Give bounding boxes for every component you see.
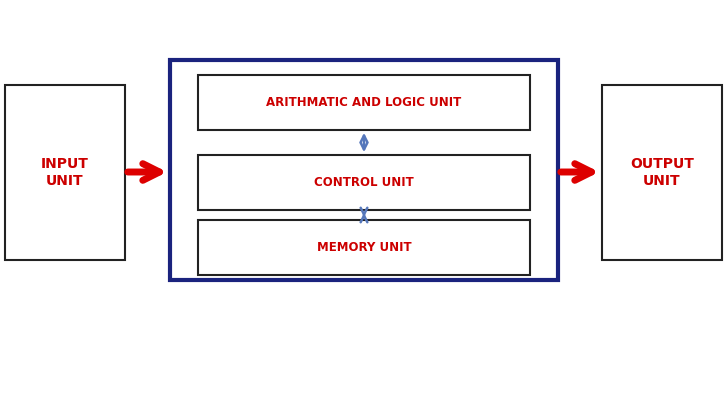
Bar — [198, 155, 530, 210]
Text: INPUT
UNIT: INPUT UNIT — [41, 157, 89, 188]
Bar — [602, 85, 722, 260]
Bar — [198, 75, 530, 130]
Bar — [5, 85, 125, 260]
Text: MEMORY UNIT: MEMORY UNIT — [317, 241, 411, 254]
Text: CONTROL UNIT: CONTROL UNIT — [314, 176, 414, 189]
Bar — [198, 220, 530, 275]
Text: OUTPUT
UNIT: OUTPUT UNIT — [630, 157, 694, 188]
Bar — [170, 60, 558, 280]
Text: ARITHMATIC AND LOGIC UNIT: ARITHMATIC AND LOGIC UNIT — [266, 96, 462, 109]
